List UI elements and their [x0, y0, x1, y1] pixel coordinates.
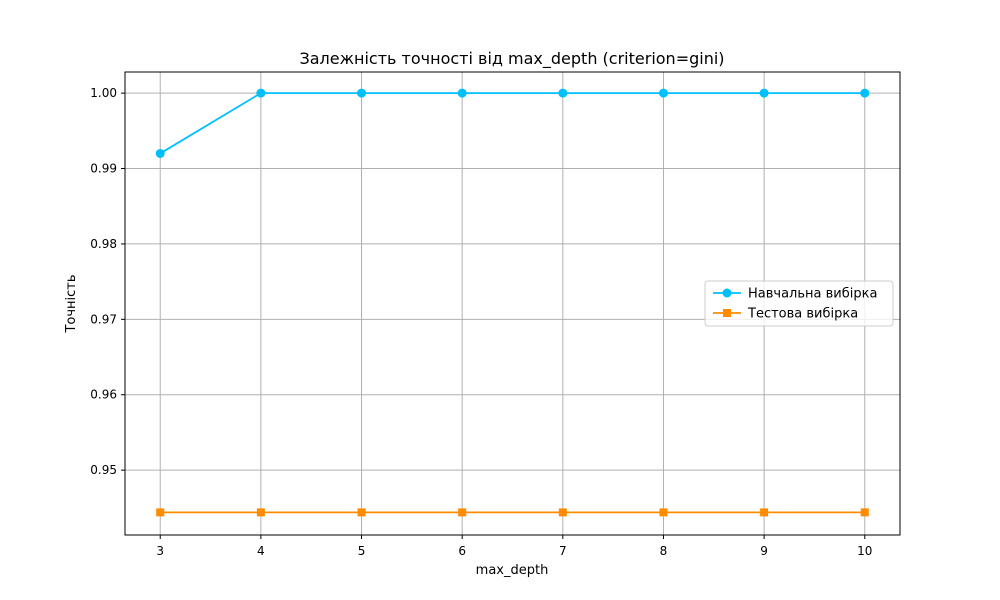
- y-tick-label: 0.97: [90, 312, 117, 326]
- data-point-square: [659, 508, 668, 517]
- x-tick-label: 4: [257, 544, 265, 558]
- data-point-circle: [155, 148, 165, 158]
- legend-label: Навчальна вибірка: [748, 287, 877, 302]
- data-point-circle: [759, 88, 769, 98]
- data-point-square: [860, 508, 869, 517]
- x-tick-label: 5: [358, 544, 366, 558]
- y-tick-label: 0.95: [90, 463, 117, 477]
- x-tick-label: 6: [458, 544, 466, 558]
- y-tick-label: 0.99: [90, 162, 117, 176]
- x-axis-label: max_depth: [476, 563, 549, 578]
- tick-layer: 3 4 5 6 7 8 9 10 0.95 0.96 0.97 0.98 0.99 1.00: [90, 86, 872, 558]
- legend: Навчальна вибірка Тестова вибірка: [704, 280, 894, 327]
- data-point-circle: [558, 88, 568, 98]
- data-point-circle: [357, 88, 367, 98]
- data-point-circle: [860, 88, 870, 98]
- data-point-square: [156, 508, 165, 517]
- series-layer: [155, 88, 870, 517]
- data-point-square: [458, 508, 467, 517]
- plot-area-frame: [124, 71, 901, 536]
- chart-title: Залежність точності від max_depth (crite…: [299, 49, 724, 69]
- legend-marker-circle: [722, 288, 732, 298]
- data-point-circle: [457, 88, 467, 98]
- data-point-square: [558, 508, 567, 517]
- y-tick-label: 1.00: [90, 86, 117, 100]
- y-axis-label: Точність: [64, 274, 79, 333]
- x-tick-label: 8: [660, 544, 668, 558]
- x-tick-label: 7: [559, 544, 567, 558]
- legend-label: Тестова вибірка: [747, 307, 858, 322]
- legend-marker-square: [723, 309, 731, 317]
- series-line-0: [159, 92, 865, 155]
- data-point-circle: [256, 88, 266, 98]
- x-tick-label: 10: [857, 544, 872, 558]
- legend-box: [704, 280, 894, 327]
- data-point-square: [357, 508, 366, 517]
- data-point-circle: [658, 88, 668, 98]
- data-point-square: [760, 508, 769, 517]
- y-tick-label: 0.96: [90, 388, 117, 402]
- x-tick-label: 3: [156, 544, 164, 558]
- x-tick-label: 9: [760, 544, 768, 558]
- y-tick-label: 0.98: [90, 237, 117, 251]
- data-point-square: [256, 508, 265, 517]
